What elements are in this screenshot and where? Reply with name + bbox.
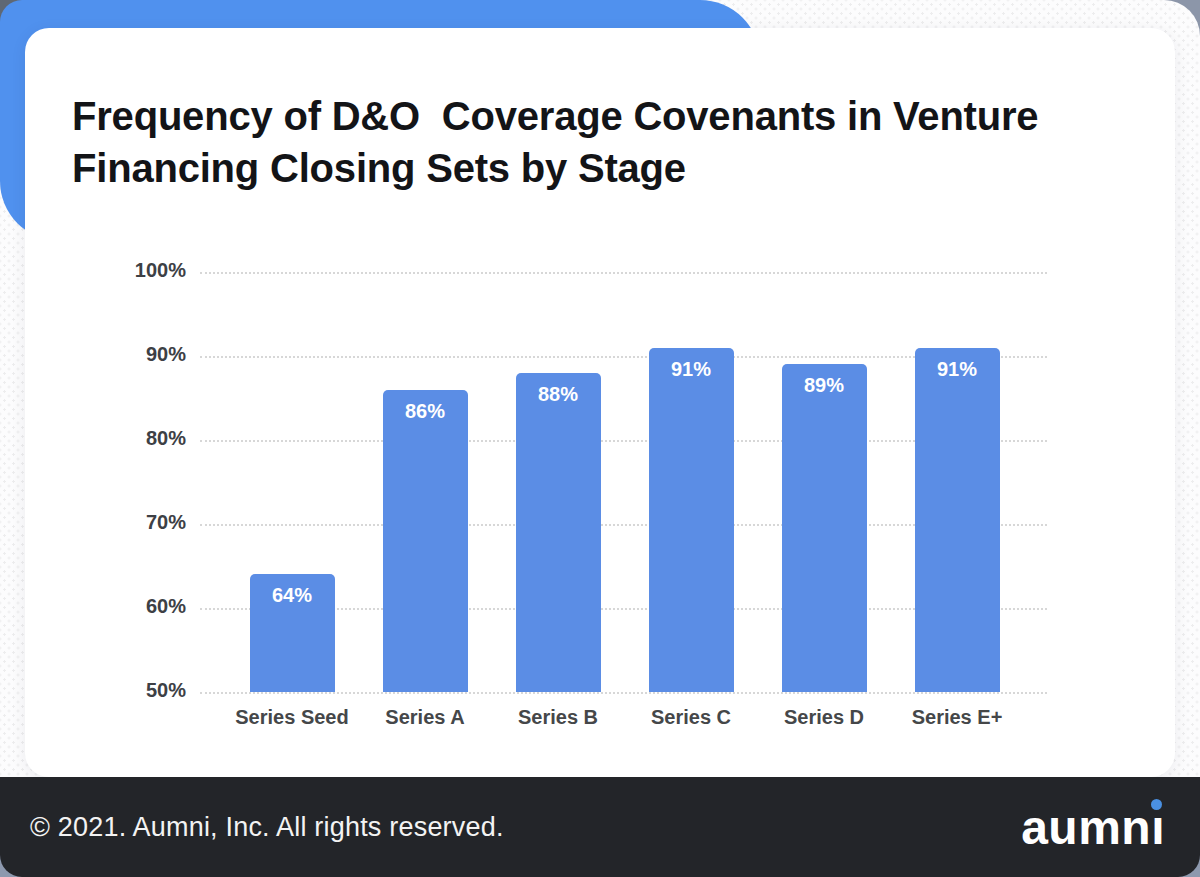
x-axis-label: Series E+ [887,706,1027,729]
slide: Frequency of D&O Coverage Covenants in V… [0,0,1200,877]
y-axis-tick-label: 90% [120,343,186,366]
bar-value-label: 91% [915,358,1000,381]
logo-i-dot [1151,799,1162,810]
y-axis-tick-label: 50% [120,679,186,702]
gridline [200,272,1047,274]
bar-series-a: 86% [383,390,468,692]
aumni-logo: aumnı [1021,802,1165,852]
gridline [200,692,1047,694]
x-axis-label: Series Seed [222,706,362,729]
aumni-logo-text: aumnı [1021,801,1165,854]
x-axis-label: Series D [754,706,894,729]
y-axis-tick-label: 70% [120,511,186,534]
bar-series-e: 91% [915,348,1000,692]
copyright-text: © 2021. Aumni, Inc. All rights reserved. [30,812,504,843]
footer-bar: © 2021. Aumni, Inc. All rights reserved.… [0,777,1200,877]
bar-value-label: 64% [250,584,335,607]
chart-title-line-2: Financing Closing Sets by Stage [72,142,1038,194]
plot-area: 100%90%80%70%60%50%64%Series Seed86%Seri… [200,272,1047,692]
y-axis-tick-label: 80% [120,427,186,450]
chart-title-line-1: Frequency of D&O Coverage Covenants in V… [72,90,1038,142]
bar-value-label: 86% [383,400,468,423]
chart-card: Frequency of D&O Coverage Covenants in V… [25,28,1175,777]
x-axis-label: Series B [488,706,628,729]
y-axis-tick-label: 100% [120,259,186,282]
bar-value-label: 91% [649,358,734,381]
bar-series-b: 88% [516,373,601,692]
bar-series-d: 89% [782,364,867,692]
x-axis-label: Series C [621,706,761,729]
x-axis-label: Series A [355,706,495,729]
chart-title: Frequency of D&O Coverage Covenants in V… [72,90,1038,194]
y-axis-tick-label: 60% [120,595,186,618]
bar-series-c: 91% [649,348,734,692]
bar-value-label: 89% [782,374,867,397]
bar-series-seed: 64% [250,574,335,692]
bar-value-label: 88% [516,383,601,406]
